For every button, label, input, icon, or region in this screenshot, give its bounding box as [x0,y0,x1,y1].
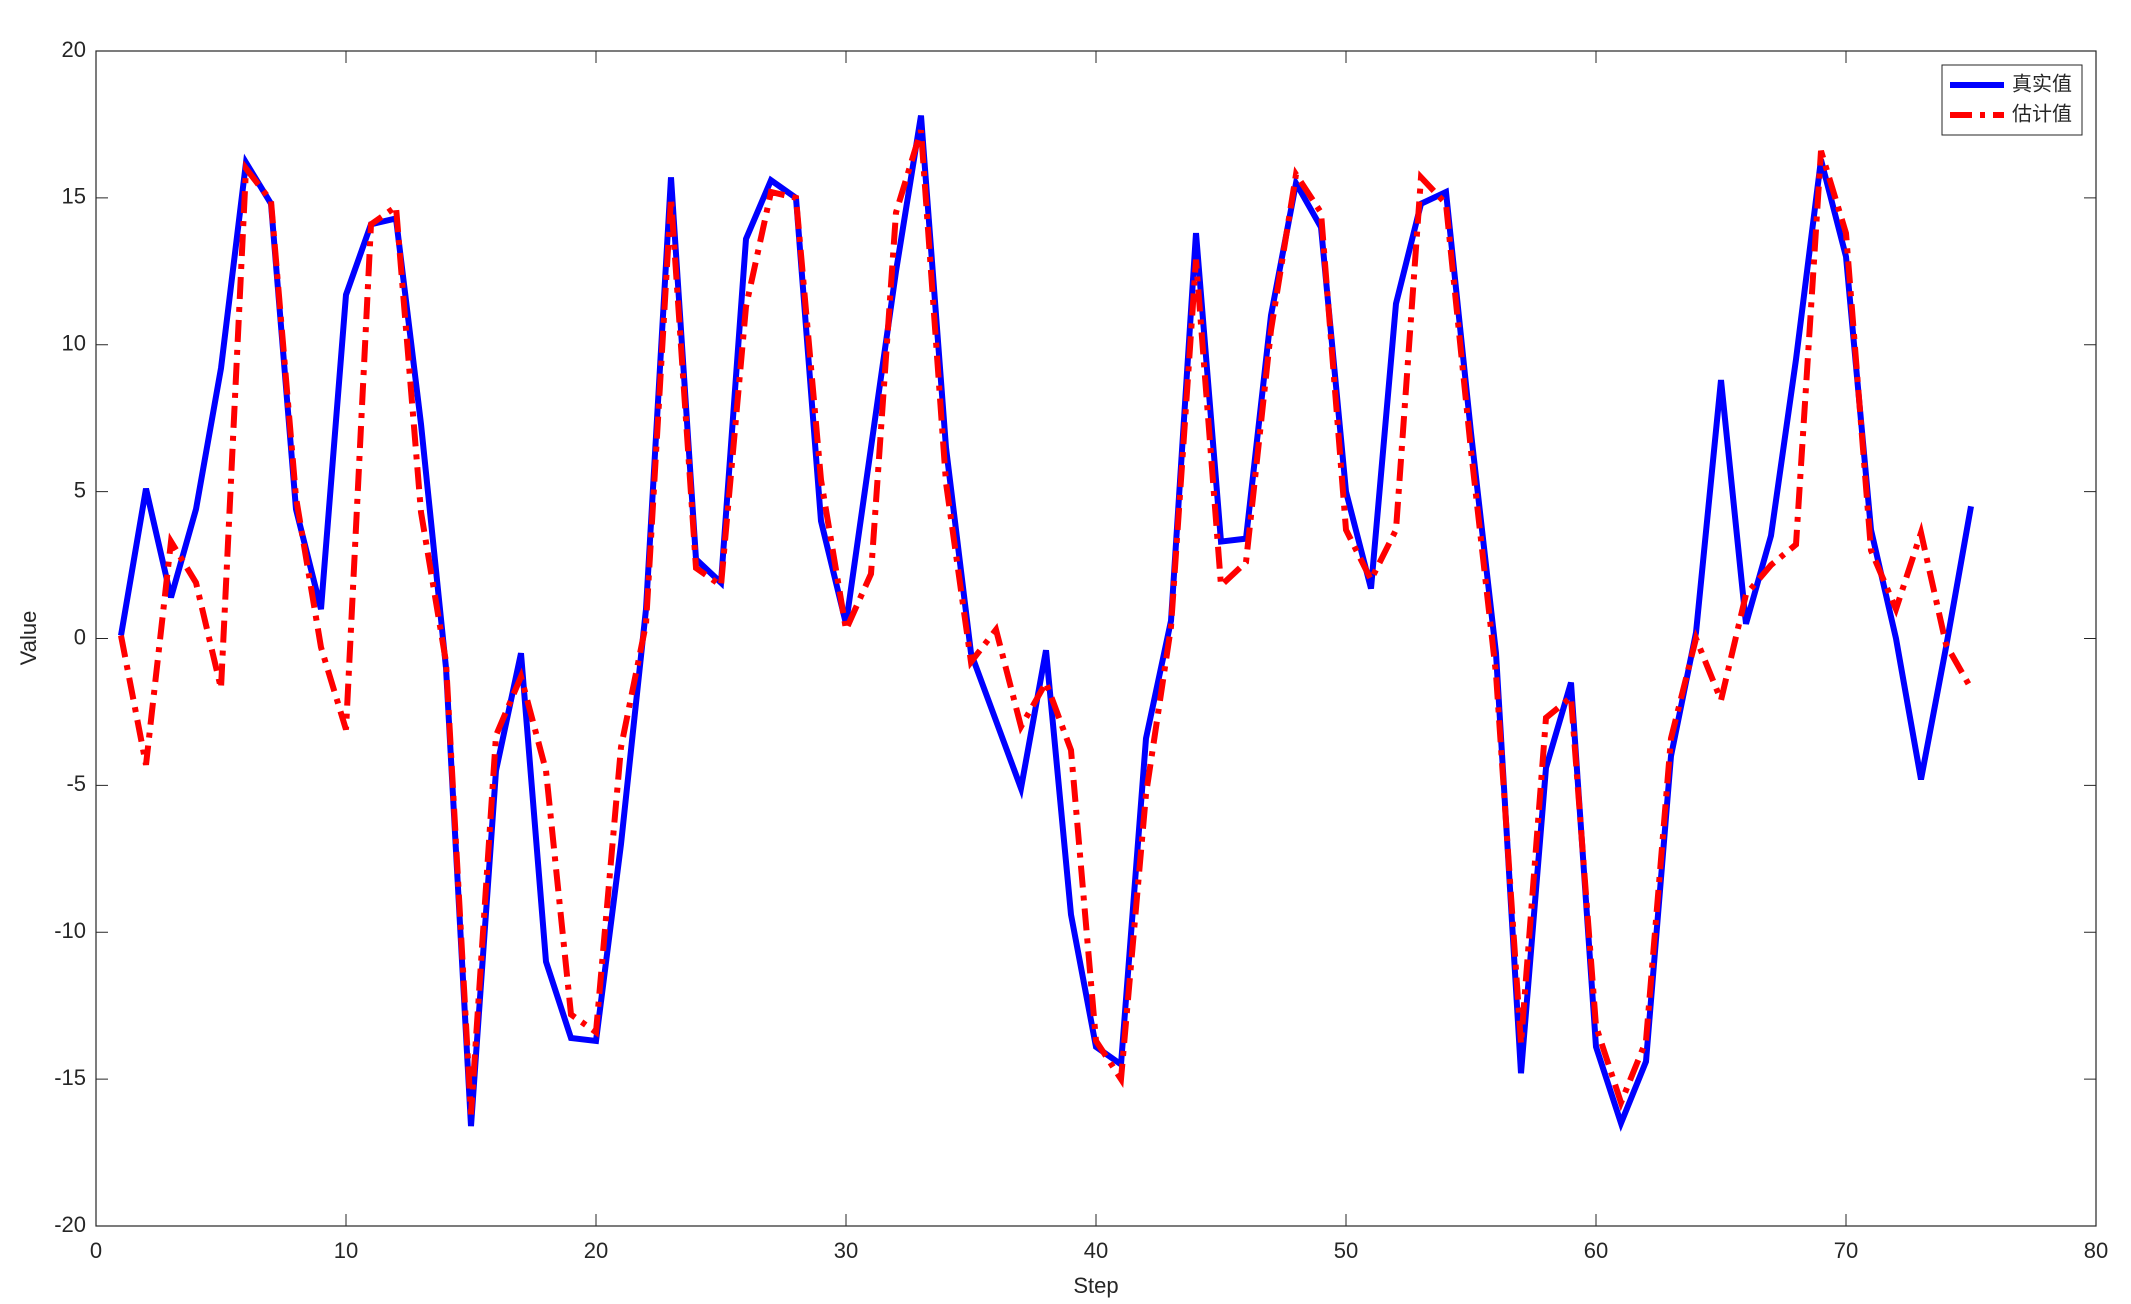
x-tick-label: 70 [1834,1238,1858,1263]
legend-box [1941,64,2083,136]
x-tick-label: 0 [90,1238,102,1263]
y-tick-label: -15 [54,1065,86,1090]
x-tick-label: 60 [1584,1238,1608,1263]
y-tick-label: 0 [74,624,86,649]
x-tick-label: 50 [1334,1238,1358,1263]
legend-label: 真实值 [2012,72,2072,96]
x-tick-label: 80 [2084,1238,2108,1263]
x-tick-label: 20 [584,1238,608,1263]
y-tick-label: -10 [54,918,86,943]
legend-label: 估计值 [2012,102,2072,126]
x-tick-label: 10 [334,1238,358,1263]
y-tick-label: 5 [74,477,86,502]
x-tick-label: 40 [1084,1238,1108,1263]
x-tick-label: 30 [834,1238,858,1263]
y-tick-label: 20 [62,37,86,62]
y-axis-label: Value [16,611,41,666]
series-line [118,129,1974,1115]
x-axis-label: Step [1073,1273,1118,1298]
y-tick-label: -5 [66,771,86,796]
y-tick-label: 10 [62,331,86,356]
plot-area [95,50,2097,1227]
y-tick-label: 15 [62,184,86,209]
y-tick-label: -20 [54,1212,86,1237]
